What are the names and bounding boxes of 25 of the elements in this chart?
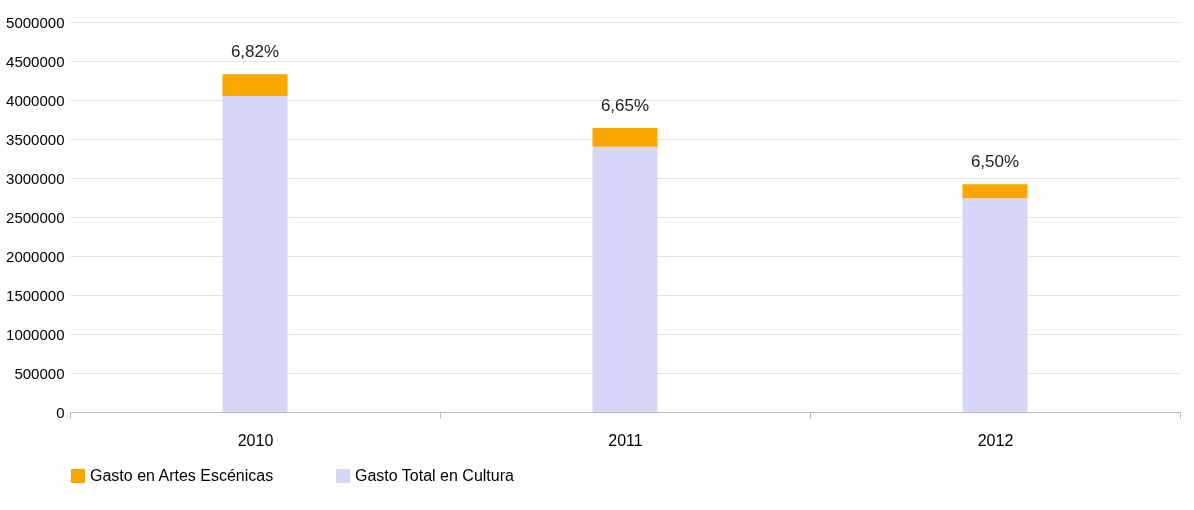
y-tick-label: 500000	[14, 364, 65, 382]
bar	[962, 198, 1028, 412]
bar	[592, 128, 658, 147]
bar	[592, 146, 658, 412]
y-tick-label: 4500000	[6, 52, 65, 70]
bar	[222, 74, 288, 97]
x-tick-label: 2011	[608, 431, 643, 449]
bar	[962, 184, 1028, 199]
annotation: 6,50%	[970, 152, 1020, 172]
y-tick-label: 2000000	[6, 247, 65, 265]
annotation: 6,82%	[230, 42, 280, 62]
y-tick-label: 4000000	[6, 91, 65, 109]
x-tick-label: 2010	[237, 431, 274, 449]
annotation: 6,65%	[600, 96, 650, 116]
y-tick-label: 1000000	[6, 325, 65, 343]
y-tick-label: 2500000	[6, 208, 65, 226]
y-tick-label: 0	[56, 403, 65, 421]
bar	[222, 96, 288, 412]
y-tick-label: 3500000	[6, 130, 65, 148]
x-tick-label: 2012	[977, 431, 1014, 449]
legend-label: Gasto Total en Cultura	[355, 467, 515, 484]
y-tick-label: 1500000	[6, 286, 65, 304]
y-tick-label: 3000000	[6, 169, 65, 187]
y-tick-label: 5000000	[6, 13, 65, 31]
legend-label: Gasto en Artes Escénicas	[90, 467, 274, 484]
